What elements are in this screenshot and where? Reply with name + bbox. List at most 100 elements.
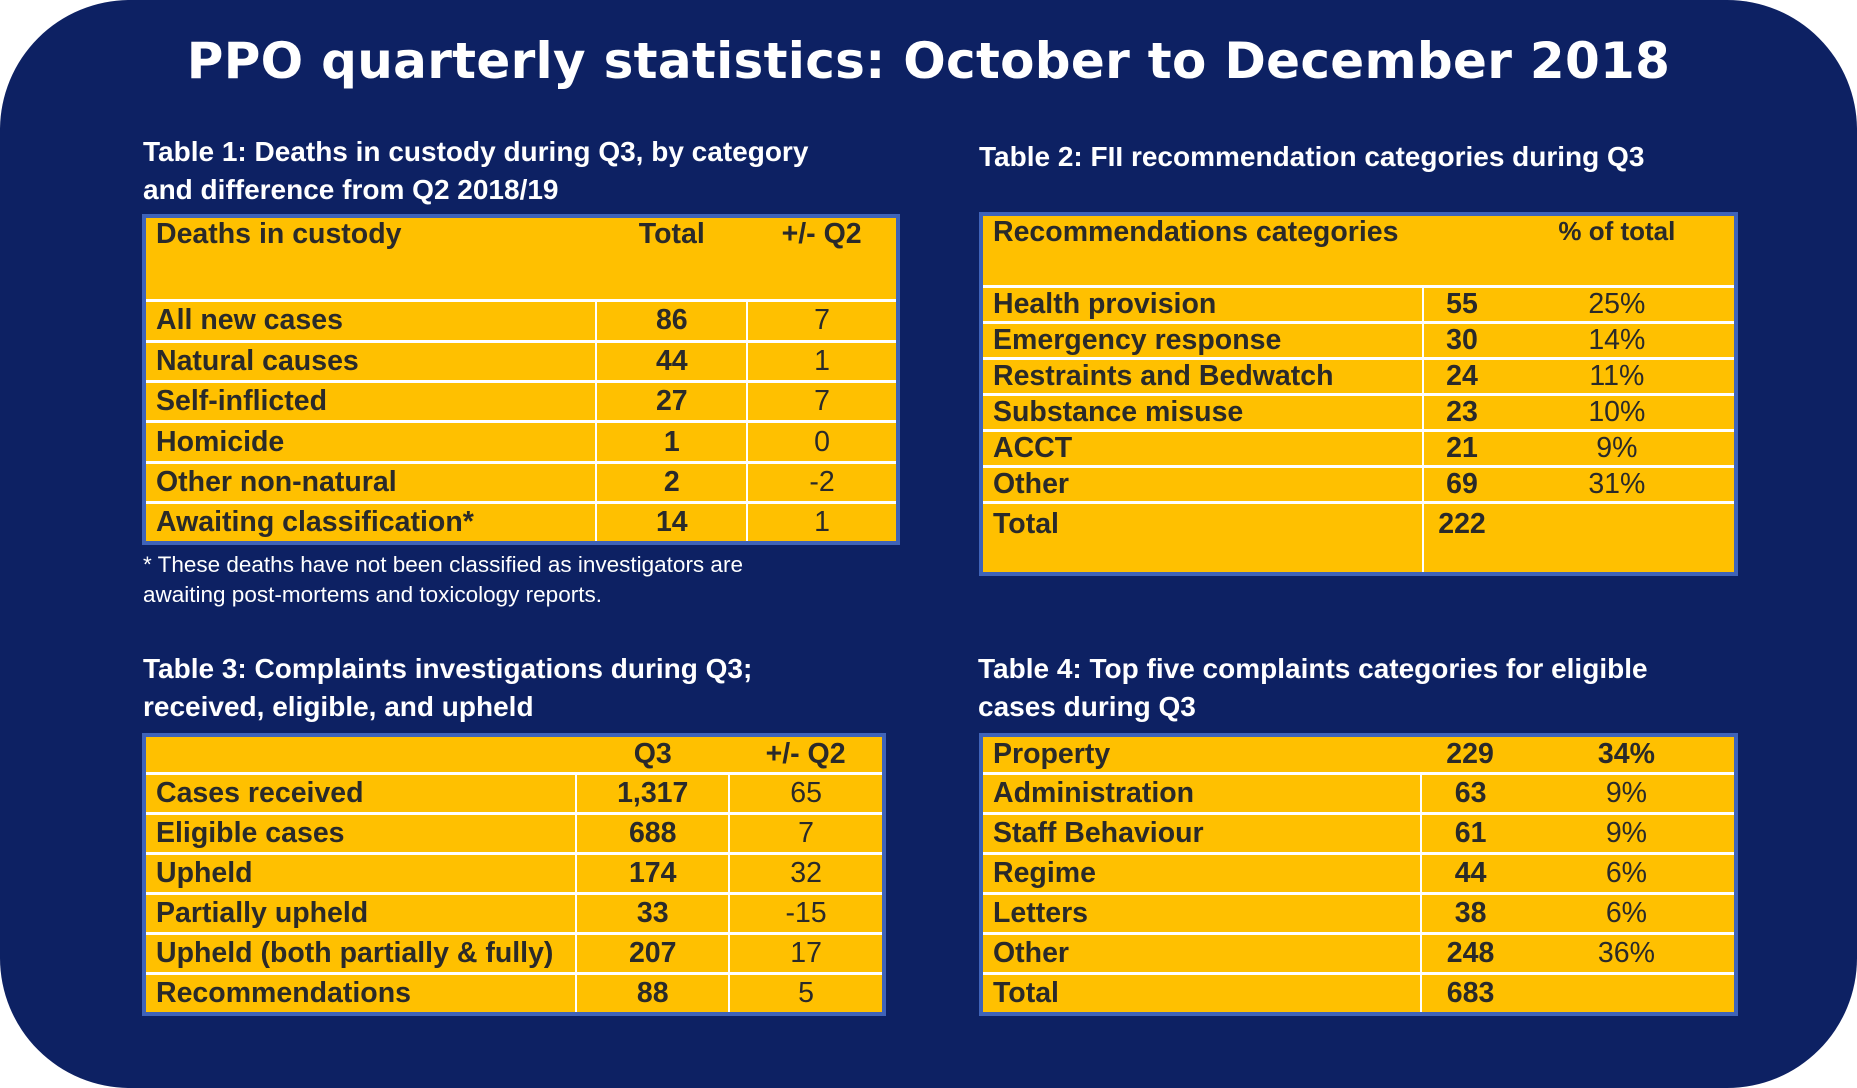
- table-row: Other non-natural 2 -2: [144, 462, 898, 505]
- table2-row-label: Emergency response: [981, 322, 1425, 360]
- table3-row-q3: 1,317: [576, 773, 731, 815]
- table3-row-q3: 688: [576, 813, 731, 855]
- table3-header-q3: Q3: [576, 735, 730, 775]
- table3-row-diff: 7: [729, 813, 884, 855]
- table-row: Staff Behaviour 61 9%: [981, 813, 1736, 855]
- table2-row-label: Other: [981, 466, 1425, 504]
- table-row: Restraints and Bedwatch 24 11%: [981, 358, 1736, 396]
- table-row: Administration 63 9%: [981, 773, 1736, 815]
- table4-row-label: Staff Behaviour: [981, 813, 1423, 855]
- table4-row-label: Regime: [981, 853, 1423, 896]
- table4-row-count: 38: [1421, 893, 1519, 936]
- table-row: Health provision 55 25%: [981, 286, 1736, 324]
- table2-caption: Table 2: FII recommendation categories d…: [979, 141, 1645, 172]
- table1-row-total: 27: [596, 381, 749, 424]
- table4-row-label: Property: [981, 735, 1422, 775]
- table2-row-count: 55: [1423, 286, 1500, 324]
- table1-row-diff: -2: [747, 462, 898, 505]
- table-row: Upheld (both partially & fully) 207 17: [144, 933, 884, 976]
- table-row: Cases received 1,317 65: [144, 773, 884, 815]
- table-row: ACCT 21 9%: [981, 430, 1736, 468]
- table3-row-q3: 207: [576, 933, 731, 976]
- table1-row-diff: 1: [747, 341, 898, 383]
- table-row: Total 683: [981, 973, 1736, 1014]
- table3-row-diff: 5: [798, 977, 814, 1010]
- table3-row-diff: 65: [729, 773, 884, 815]
- table2-row-percent: 25%: [1499, 286, 1736, 324]
- table-row: Upheld 174 32: [144, 853, 884, 896]
- table2-header-category: Recommendations categories: [981, 214, 1424, 288]
- table-row: Other 248 36%: [981, 933, 1736, 976]
- table-row: Letters 38 6%: [981, 893, 1736, 936]
- table4-total-label: Total: [981, 973, 1423, 1014]
- table3-row-diff: 32: [729, 853, 884, 896]
- table1-row-diff: 0: [747, 421, 898, 464]
- table-row: Eligible cases 688 7: [144, 813, 884, 855]
- table2-fii-recommendations: Recommendations categories % of total He…: [979, 212, 1738, 576]
- table2-total-count: 222: [1438, 507, 1486, 540]
- table4-row-percent: 6%: [1518, 853, 1736, 896]
- page-title: PPO quarterly statistics: October to Dec…: [186, 32, 1671, 90]
- table3-row-diff: -15: [729, 893, 884, 936]
- table2-row-count: 21: [1423, 430, 1500, 468]
- table4-row-percent: 6%: [1518, 893, 1736, 936]
- table2-row-percent: 10%: [1499, 394, 1736, 432]
- table4-row-count: 44: [1421, 853, 1519, 896]
- table1-caption-line2: and difference from Q2 2018/19: [143, 174, 559, 205]
- table-row: All new cases 86 7: [144, 300, 898, 343]
- table1-footnote-line1: * These deaths have not been classified …: [143, 552, 743, 577]
- table3-complaints-investigations: Q3 +/- Q2 Cases received 1,317 65 Eligib…: [142, 733, 886, 1016]
- table3-caption-line2: received, eligible, and upheld: [143, 691, 534, 722]
- table3-row-label: Partially upheld: [144, 893, 578, 936]
- table-row: Property 229 34%: [981, 735, 1736, 775]
- table1-row-label: Natural causes: [144, 341, 598, 383]
- table-row: Substance misuse 23 10%: [981, 394, 1736, 432]
- table1-row-label: Homicide: [144, 421, 598, 464]
- table2-row-percent: 14%: [1499, 322, 1736, 360]
- table2-row-count: 24: [1423, 358, 1500, 396]
- table4-row-percent: 36%: [1518, 933, 1736, 976]
- table1-deaths-in-custody: Deaths in custody Total +/- Q2 All new c…: [142, 214, 900, 545]
- table1-row-label: Awaiting classification*: [144, 502, 598, 543]
- table3-row-q3: 174: [576, 853, 731, 896]
- table4-caption-line1: Table 4: Top five complaints categories …: [978, 653, 1648, 684]
- table2-row-label: Health provision: [981, 286, 1425, 324]
- table2-row-percent: 31%: [1499, 466, 1736, 504]
- table1-row-total: 1: [596, 421, 749, 464]
- table-row: Emergency response 30 14%: [981, 322, 1736, 360]
- table-row: Self-inflicted 27 7: [144, 381, 898, 424]
- table4-row-percent: 9%: [1518, 773, 1736, 815]
- table2-row-count: 23: [1423, 394, 1500, 432]
- table1-row-label: All new cases: [144, 300, 598, 343]
- table3-header-row: Q3 +/- Q2: [144, 735, 884, 775]
- table4-row-count: 61: [1421, 813, 1519, 855]
- table4-caption-line2: cases during Q3: [978, 691, 1196, 722]
- table3-row-q3: 33: [576, 893, 731, 936]
- table3-row-label: Eligible cases: [144, 813, 578, 855]
- table1-row-total: 14: [596, 502, 749, 543]
- table2-total-label: Total: [981, 502, 1425, 574]
- table4-row-label: Administration: [981, 773, 1423, 815]
- table4-row-label: Letters: [981, 893, 1423, 936]
- table-row: Natural causes 44 1: [144, 341, 898, 383]
- table3-caption: Table 3: Complaints investigations durin…: [143, 650, 883, 726]
- table1-row-diff: 7: [747, 381, 898, 424]
- table2-total-percent: [1500, 502, 1736, 574]
- table3-row-label: Cases received: [144, 773, 578, 815]
- table2-row-count: 69: [1423, 466, 1500, 504]
- table-row: Homicide 1 0: [144, 421, 898, 464]
- table4-caption: Table 4: Top five complaints categories …: [978, 650, 1758, 726]
- table-row: Partially upheld 33 -15: [144, 893, 884, 936]
- table3-header-blank: [144, 735, 577, 775]
- table1-caption: Table 1: Deaths in custody during Q3, by…: [143, 133, 883, 209]
- table4-row-count: 248: [1421, 933, 1519, 976]
- table-row: Recommendations 88 5: [144, 973, 884, 1014]
- table2-row-percent: 9%: [1499, 430, 1736, 468]
- table4-total-percent: [1519, 974, 1736, 1014]
- table4-row-percent: 9%: [1518, 813, 1736, 855]
- table2-row-label: ACCT: [981, 430, 1425, 468]
- table3-row-label: Upheld (both partially & fully): [144, 933, 578, 976]
- table1-row-diff: 1: [814, 506, 831, 539]
- table1-row-label: Self-inflicted: [144, 381, 598, 424]
- table4-top-complaints: Property 229 34% Administration 63 9% St…: [979, 733, 1738, 1016]
